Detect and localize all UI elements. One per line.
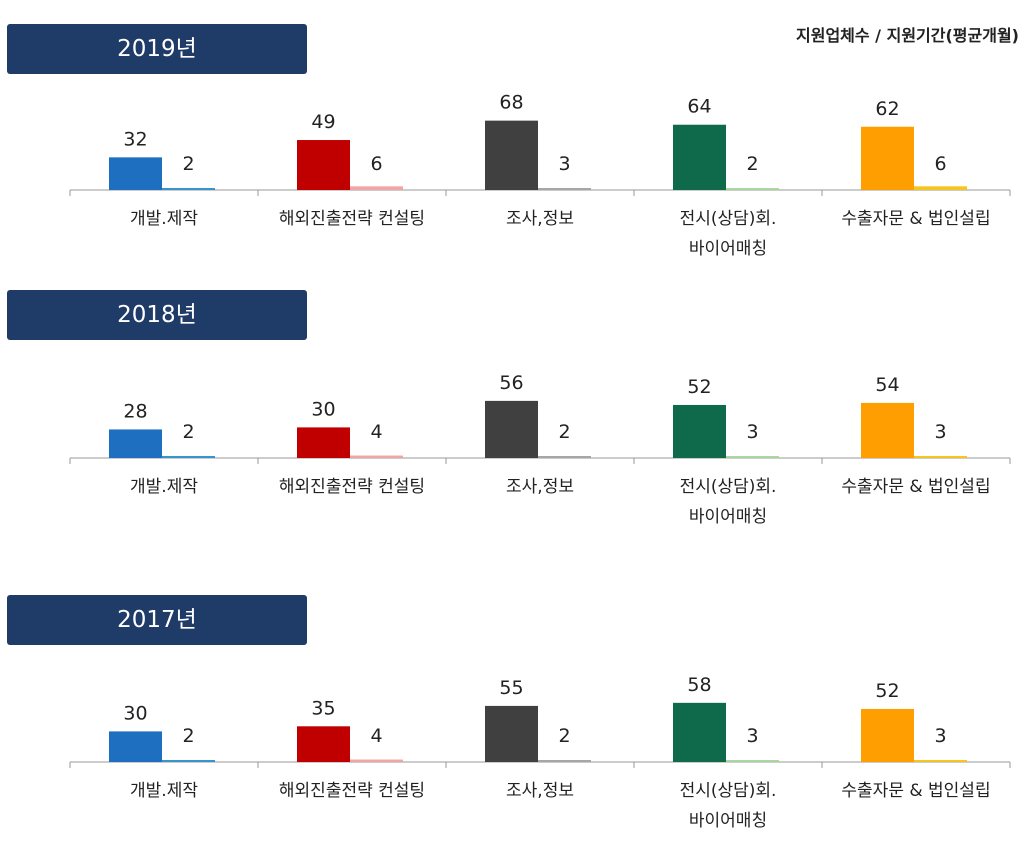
- chart-1-data-label-secondary-1: 4: [370, 421, 382, 443]
- chart-2-category-label-1: 해외진출전략 컨설팅: [279, 781, 425, 801]
- chart-0-data-label-primary-1: 49: [311, 111, 335, 133]
- chart-1-data-label-secondary-2: 2: [558, 421, 570, 443]
- chart-1-bar-secondary-1: [350, 455, 403, 458]
- chart-2-data-label-secondary-4: 3: [934, 725, 946, 747]
- chart-0-bar-primary-3: [673, 124, 726, 190]
- chart-0-category-label-2: 조사,정보: [506, 209, 574, 229]
- chart-1-data-label-primary-0: 28: [123, 400, 147, 422]
- chart-0-data-label-secondary-4: 6: [934, 153, 946, 175]
- chart-1-data-label-secondary-0: 2: [182, 421, 194, 443]
- chart-0-bar-primary-1: [297, 140, 350, 190]
- chart-0-category-label-1: 해외진출전략 컨설팅: [279, 209, 425, 229]
- year-badge-2018: 2018년: [7, 290, 307, 340]
- legend-text: 지원업체수 / 지원기간(평균개월): [796, 26, 1019, 45]
- chart-1-bar-secondary-2: [538, 456, 591, 458]
- chart-1-category-label-4: 수출자문 & 법인설립: [841, 477, 990, 497]
- chart-2-bar-secondary-3: [726, 760, 779, 762]
- chart-2-bar-primary-4: [861, 708, 914, 762]
- chart-1-bar-primary-0: [109, 429, 162, 458]
- chart-1-data-label-primary-4: 54: [875, 374, 899, 396]
- chart-1-bar-primary-1: [297, 427, 350, 458]
- chart-0-data-label-primary-4: 62: [875, 98, 899, 120]
- chart-2-bar-primary-2: [485, 705, 538, 762]
- chart-0-data-label-secondary-2: 3: [558, 153, 570, 175]
- chart-0-data-label-primary-2: 68: [499, 92, 523, 114]
- year-badge-2017: 2017년: [7, 595, 307, 645]
- chart-1-category-label-1: 해외진출전략 컨설팅: [279, 477, 425, 497]
- chart-1-bar-secondary-0: [162, 456, 215, 458]
- chart-1-data-label-primary-2: 56: [499, 372, 523, 394]
- chart-2-data-label-primary-0: 30: [123, 702, 147, 724]
- chart-2-category-label-3: 전시(상담)회. 바이어매칭: [680, 781, 777, 831]
- year-badge-2019: 2019년: [7, 24, 307, 74]
- chart-0-bar-secondary-1: [350, 186, 403, 190]
- chart-2-category-label-4: 수출자문 & 법인설립: [841, 781, 990, 801]
- chart-0-category-label-3: 전시(상담)회. 바이어매칭: [680, 209, 777, 259]
- chart-2-data-label-primary-3: 58: [687, 674, 711, 696]
- chart-2-data-label-secondary-0: 2: [182, 725, 194, 747]
- chart-2-bar-primary-1: [297, 726, 350, 762]
- chart-1-bar-secondary-3: [726, 456, 779, 458]
- chart-1-data-label-secondary-3: 3: [746, 421, 758, 443]
- chart-0-data-label-secondary-0: 2: [182, 153, 194, 175]
- chart-1-data-label-primary-1: 30: [311, 398, 335, 420]
- chart-2-bar-secondary-0: [162, 760, 215, 762]
- chart-0-bar-secondary-0: [162, 188, 215, 190]
- chart-0-bar-secondary-2: [538, 188, 591, 190]
- chart-2-data-label-secondary-3: 3: [746, 725, 758, 747]
- chart-1-bar-secondary-4: [914, 456, 967, 458]
- chart-0-data-label-secondary-1: 6: [370, 153, 382, 175]
- chart-2-category-label-2: 조사,정보: [506, 781, 574, 801]
- chart-2-category-label-0: 개발.제작: [130, 781, 198, 801]
- chart-2-data-label-primary-4: 52: [875, 680, 899, 702]
- chart-0-data-label-primary-3: 64: [687, 96, 711, 118]
- chart-1-category-label-0: 개발.제작: [130, 477, 198, 497]
- chart-0-data-label-secondary-3: 2: [746, 153, 758, 175]
- chart-1-category-label-3: 전시(상담)회. 바이어매칭: [680, 477, 777, 527]
- chart-1-data-label-secondary-4: 3: [934, 421, 946, 443]
- chart-0-bar-primary-4: [861, 126, 914, 190]
- chart-0-data-label-primary-0: 32: [123, 128, 147, 150]
- chart-2-bar-primary-3: [673, 702, 726, 762]
- chart-0-category-label-0: 개발.제작: [130, 209, 198, 229]
- chart-2-data-label-secondary-1: 4: [370, 725, 382, 747]
- chart-2-bar-secondary-1: [350, 759, 403, 762]
- chart-2-data-label-secondary-2: 2: [558, 725, 570, 747]
- chart-1-bar-primary-3: [673, 404, 726, 458]
- chart-0-bar-primary-0: [109, 157, 162, 190]
- chart-2-bar-primary-0: [109, 731, 162, 762]
- chart-2-data-label-primary-2: 55: [499, 677, 523, 699]
- chart-2-bar-secondary-2: [538, 760, 591, 762]
- chart-2-bar-secondary-4: [914, 760, 967, 762]
- chart-1-category-label-2: 조사,정보: [506, 477, 574, 497]
- chart-0-bar-secondary-3: [726, 188, 779, 190]
- chart-1-bar-primary-4: [861, 402, 914, 458]
- chart-1-data-label-primary-3: 52: [687, 376, 711, 398]
- chart-0-bar-secondary-4: [914, 186, 967, 190]
- chart-0-category-label-4: 수출자문 & 법인설립: [841, 209, 990, 229]
- chart-0-bar-primary-2: [485, 120, 538, 190]
- chart-1-bar-primary-2: [485, 400, 538, 458]
- chart-2-data-label-primary-1: 35: [311, 697, 335, 719]
